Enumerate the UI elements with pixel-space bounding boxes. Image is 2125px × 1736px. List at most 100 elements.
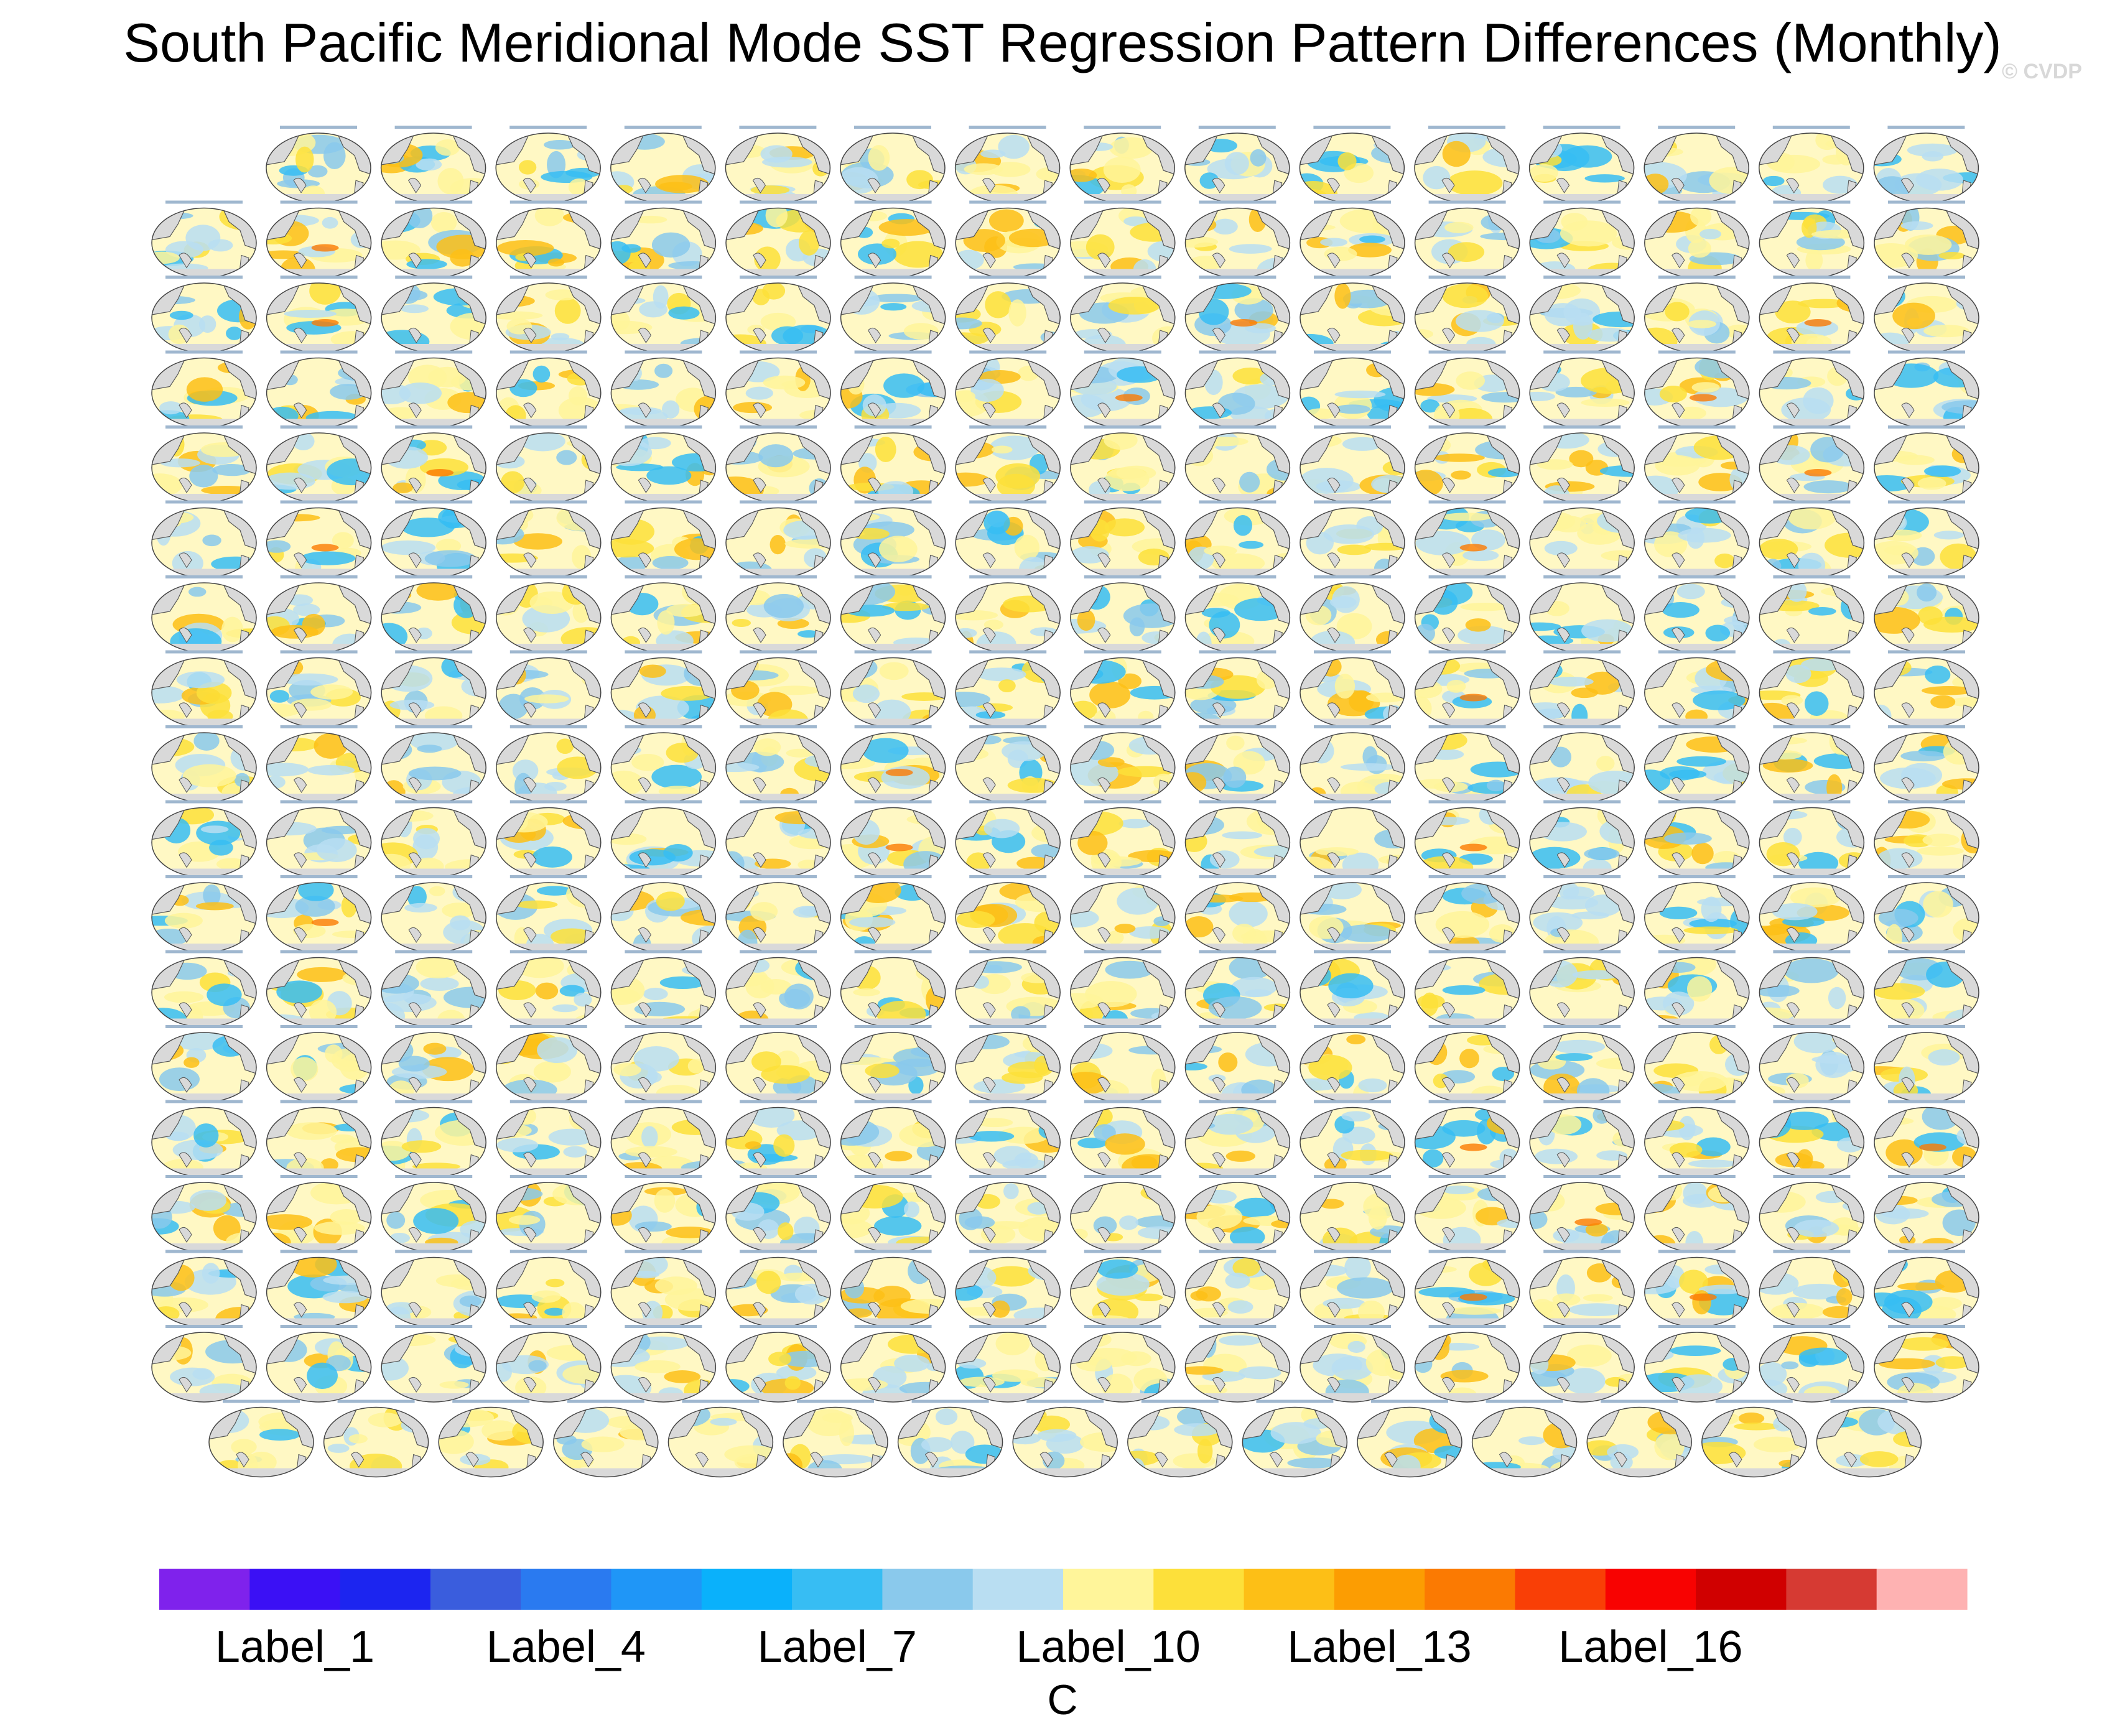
cvdp-watermark: © CVDP bbox=[2002, 60, 2082, 83]
panel-caption bbox=[1773, 1100, 1851, 1103]
map-panel bbox=[1070, 875, 1176, 953]
map-panel bbox=[266, 126, 371, 203]
panel-caption bbox=[395, 500, 473, 504]
panel-caption bbox=[625, 950, 702, 954]
panel-caption bbox=[740, 875, 817, 878]
map-panel bbox=[1300, 425, 1405, 503]
panel-caption bbox=[1314, 800, 1391, 804]
panel-caption bbox=[911, 1399, 989, 1403]
map-panel bbox=[1759, 276, 1865, 353]
map-panel bbox=[955, 950, 1061, 1028]
panel-caption bbox=[1773, 725, 1851, 728]
panel-caption bbox=[395, 350, 473, 354]
map-panel bbox=[1184, 425, 1291, 503]
map-panel bbox=[1012, 1399, 1118, 1478]
panel-caption bbox=[1543, 276, 1621, 279]
panel-caption bbox=[509, 276, 587, 279]
map-panel bbox=[1874, 276, 1979, 353]
map-panel bbox=[840, 1025, 946, 1103]
panel-caption bbox=[509, 1100, 587, 1103]
map-panel bbox=[1414, 276, 1520, 353]
map-panel bbox=[381, 1250, 486, 1328]
panel-caption bbox=[1199, 950, 1276, 954]
panel-caption bbox=[854, 1100, 932, 1103]
panel-caption bbox=[1084, 1175, 1161, 1178]
panel-caption bbox=[1199, 875, 1276, 878]
panel-caption bbox=[1314, 575, 1391, 578]
map-panel bbox=[1529, 425, 1635, 503]
map-panel bbox=[266, 500, 372, 578]
colorbar-box bbox=[1425, 1569, 1516, 1610]
panel-caption bbox=[395, 650, 473, 654]
map-panel bbox=[610, 800, 717, 878]
map-panel bbox=[610, 126, 716, 203]
panel-caption bbox=[280, 126, 357, 129]
map-panel bbox=[266, 800, 372, 878]
panel-caption bbox=[625, 1025, 702, 1028]
map-panel bbox=[1300, 575, 1405, 653]
panel-caption bbox=[625, 1175, 702, 1178]
panel-caption bbox=[1830, 1399, 1908, 1403]
panel-caption bbox=[1314, 950, 1391, 954]
map-panel bbox=[1070, 1250, 1176, 1328]
panel-caption bbox=[797, 1399, 874, 1403]
panel-caption bbox=[1314, 200, 1391, 204]
panel-caption bbox=[509, 1025, 587, 1028]
panel-caption bbox=[1084, 725, 1161, 728]
map-panel bbox=[381, 1025, 486, 1103]
map-panel bbox=[1300, 276, 1405, 353]
map-panel bbox=[496, 1175, 602, 1253]
panel-caption bbox=[280, 276, 358, 279]
panel-caption bbox=[854, 575, 932, 578]
panel-caption bbox=[509, 950, 587, 954]
map-panel bbox=[1529, 276, 1635, 353]
panel-caption bbox=[1658, 425, 1736, 429]
panel-caption bbox=[740, 575, 817, 578]
panel-caption bbox=[1888, 1250, 1965, 1253]
map-panel bbox=[496, 1100, 602, 1178]
map-panel bbox=[1644, 725, 1750, 803]
panel-caption bbox=[1428, 126, 1505, 129]
panel-caption bbox=[509, 725, 587, 728]
panel-caption bbox=[1428, 425, 1506, 429]
map-panel bbox=[1414, 126, 1520, 203]
map-panel bbox=[381, 200, 486, 279]
map-panel bbox=[1529, 950, 1635, 1028]
map-panel bbox=[553, 1399, 659, 1478]
panel-caption bbox=[395, 200, 473, 204]
panel-caption bbox=[1026, 1399, 1104, 1403]
panel-caption bbox=[1543, 200, 1621, 204]
map-panel bbox=[955, 575, 1061, 653]
map-panel bbox=[496, 875, 602, 953]
map-panel bbox=[381, 575, 486, 653]
panel-caption bbox=[1199, 425, 1276, 429]
map-panel bbox=[1759, 126, 1864, 203]
panel-caption bbox=[1888, 800, 1965, 804]
map-panel bbox=[1874, 950, 1979, 1028]
map-panel bbox=[840, 950, 946, 1028]
panel-caption bbox=[1773, 425, 1851, 429]
map-panel bbox=[1300, 500, 1405, 578]
map-panel bbox=[954, 126, 1061, 203]
panel-caption bbox=[1428, 725, 1506, 728]
map-panel bbox=[1759, 200, 1865, 279]
panel-caption bbox=[1773, 950, 1851, 954]
map-panel bbox=[1414, 1325, 1520, 1403]
panel-caption bbox=[509, 126, 587, 129]
map-panel bbox=[151, 950, 257, 1028]
map-panel bbox=[266, 1250, 372, 1328]
map-panel bbox=[1874, 200, 1979, 279]
map-panel bbox=[266, 1025, 372, 1103]
panel-caption bbox=[1658, 575, 1736, 578]
panel-caption bbox=[280, 1250, 358, 1253]
panel-caption bbox=[969, 425, 1047, 429]
map-panel bbox=[151, 800, 257, 878]
map-panel bbox=[725, 1325, 831, 1403]
panel-caption bbox=[509, 575, 587, 578]
map-panel bbox=[725, 1025, 831, 1103]
map-panel bbox=[725, 650, 831, 728]
map-panel bbox=[1414, 575, 1520, 653]
panel-caption bbox=[1887, 126, 1965, 129]
panel-caption bbox=[1773, 276, 1851, 279]
map-panel bbox=[1644, 1025, 1750, 1103]
